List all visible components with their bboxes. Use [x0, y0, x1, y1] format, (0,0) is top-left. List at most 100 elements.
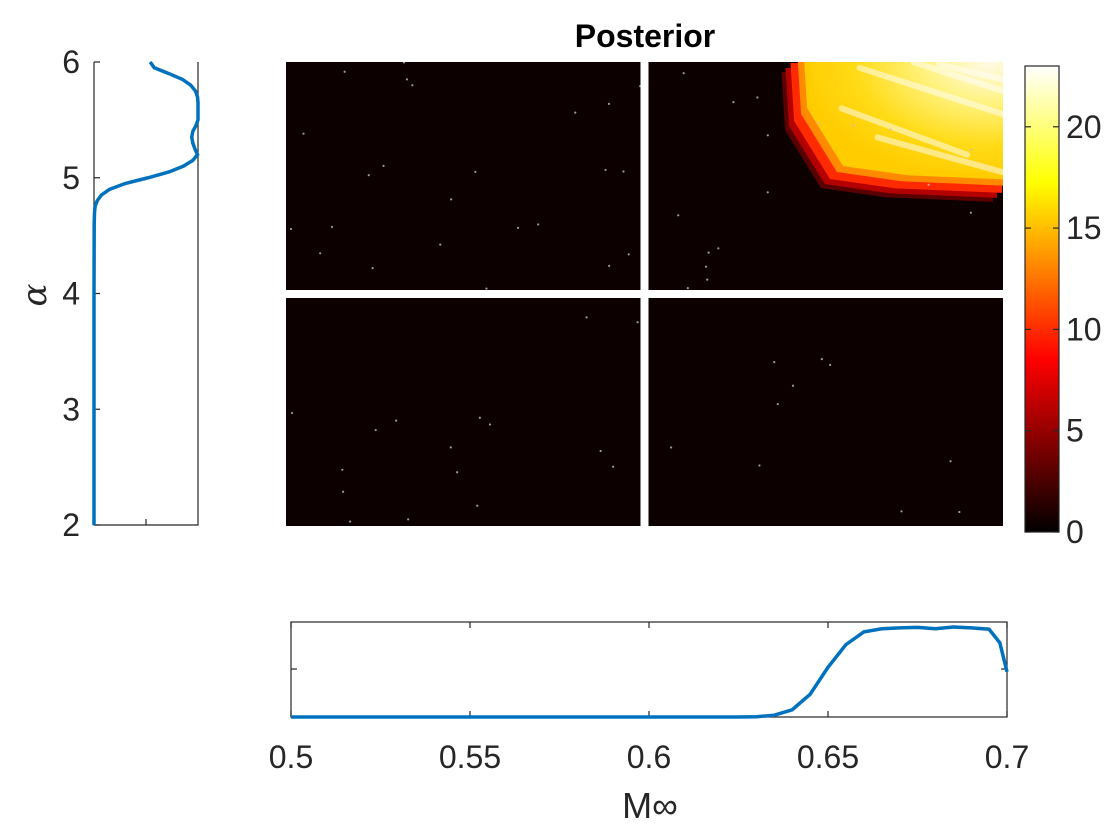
alpha-marginal: 2 3 4 5 6 α	[15, 44, 200, 543]
speckle-point	[374, 428, 377, 432]
bright-streak	[856, 64, 1003, 118]
bright-streak	[910, 62, 1003, 94]
speckle-point	[851, 124, 854, 127]
speckle-point	[456, 471, 459, 474]
speckle-point	[820, 357, 823, 361]
speckle-point	[776, 402, 779, 406]
mach-marginal: 0.5 0.55 0.6 0.65 0.7 M∞	[269, 621, 1029, 826]
alpha-tick-label: 3	[62, 391, 80, 427]
speckle-point	[756, 96, 759, 99]
speckle-point	[622, 170, 625, 173]
speckle-point	[670, 446, 673, 449]
speckle-point	[958, 510, 961, 514]
speckle-point	[585, 316, 588, 319]
speckle-point	[395, 419, 398, 422]
speckle-point	[367, 174, 370, 177]
speckle-point	[330, 225, 334, 229]
speckle-point	[485, 287, 488, 290]
speckle-point	[900, 510, 903, 513]
high-density-region	[781, 62, 1003, 202]
speckle-point	[612, 465, 615, 468]
speckle-point	[302, 132, 305, 135]
speckle-point	[969, 211, 972, 214]
speckle-point	[636, 321, 639, 324]
mach-marginal-axes	[290, 621, 1008, 718]
colorbar: 0 5 10 15 20	[1024, 65, 1102, 550]
speckle-point	[371, 267, 374, 270]
mach-tick-label: 0.7	[985, 739, 1029, 775]
speckle-point	[889, 128, 892, 131]
alpha-axis-label: α	[15, 283, 55, 306]
speckle-point	[599, 449, 602, 453]
high-region-core	[810, 62, 1003, 174]
chart-title: Posterior	[575, 18, 715, 54]
speckle-point	[686, 286, 689, 290]
alpha-tick-label: 5	[62, 160, 80, 196]
speckle-point	[791, 384, 795, 387]
colorbar-tick-label: 5	[1066, 413, 1084, 449]
bright-streak	[838, 105, 971, 158]
mach-tick-label: 0.65	[797, 739, 859, 775]
speckle-point	[817, 122, 820, 125]
speckle-point	[829, 363, 832, 367]
speckle-point	[407, 518, 410, 521]
speckle-point	[289, 227, 293, 231]
speckle-point	[290, 411, 294, 415]
speckle-point	[516, 226, 520, 229]
speckle-point	[449, 446, 452, 449]
speckle-point	[574, 111, 577, 114]
mach-marginal-curve	[291, 625, 1009, 719]
speckle-point	[766, 191, 769, 194]
colorbar-tick-label: 10	[1066, 311, 1102, 347]
speckle-point	[474, 170, 477, 173]
speckle-point	[537, 223, 540, 226]
speckle-point	[707, 251, 710, 254]
speckle-point	[970, 148, 973, 151]
speckle-point	[343, 70, 346, 73]
alpha-ticks: 2 3 4 5 6	[62, 44, 100, 543]
posterior-heatmap: Posterior	[286, 18, 1003, 526]
speckle-point	[411, 84, 414, 87]
speckle-point	[758, 464, 761, 467]
speckle-point	[405, 78, 409, 81]
alpha-marginal-curve	[92, 60, 200, 525]
speckle-point	[319, 252, 322, 255]
mach-tick-label: 0.5	[269, 739, 313, 775]
speckle-point	[450, 198, 453, 201]
alpha-tick-label: 4	[62, 276, 80, 312]
bright-streak	[874, 134, 1003, 176]
colorbar-tick-label: 20	[1066, 109, 1102, 145]
mach-axis-label: M∞	[622, 785, 678, 826]
speckle-point	[732, 100, 735, 104]
speckle-point	[927, 183, 930, 186]
mach-tick-label: 0.55	[439, 739, 501, 775]
speckle-point	[949, 460, 952, 463]
speckle-point	[682, 72, 685, 75]
speckle-point	[773, 361, 776, 364]
speckle-point	[476, 504, 479, 507]
speckle-point	[627, 253, 630, 256]
colorbar-ticks: 0 5 10 15 20	[1025, 109, 1102, 550]
speckle-point	[342, 490, 345, 493]
speckle-point	[607, 102, 611, 105]
mach-tick-label: 0.6	[627, 739, 671, 775]
speckle-point	[402, 62, 406, 64]
speckle-point	[706, 278, 709, 281]
alpha-tick-label: 6	[62, 44, 80, 80]
speckle-point	[478, 416, 481, 419]
speckle-point	[766, 134, 769, 137]
alpha-marginal-axes	[93, 62, 199, 526]
speckle-point	[704, 265, 708, 268]
speckle-point	[488, 423, 492, 426]
speckle-point	[382, 164, 385, 167]
alpha-tick-label: 2	[62, 507, 80, 543]
speckle-point	[604, 168, 607, 172]
speckle-point	[677, 214, 680, 217]
colorbar-gradient	[1024, 65, 1060, 533]
mach-ticks: 0.5 0.55 0.6 0.65 0.7	[269, 622, 1029, 775]
colorbar-tick-label: 15	[1066, 210, 1102, 246]
speckle-point	[349, 520, 352, 523]
speckle-point	[608, 264, 611, 267]
speckle-point	[439, 243, 442, 246]
speckle-point	[717, 247, 720, 250]
